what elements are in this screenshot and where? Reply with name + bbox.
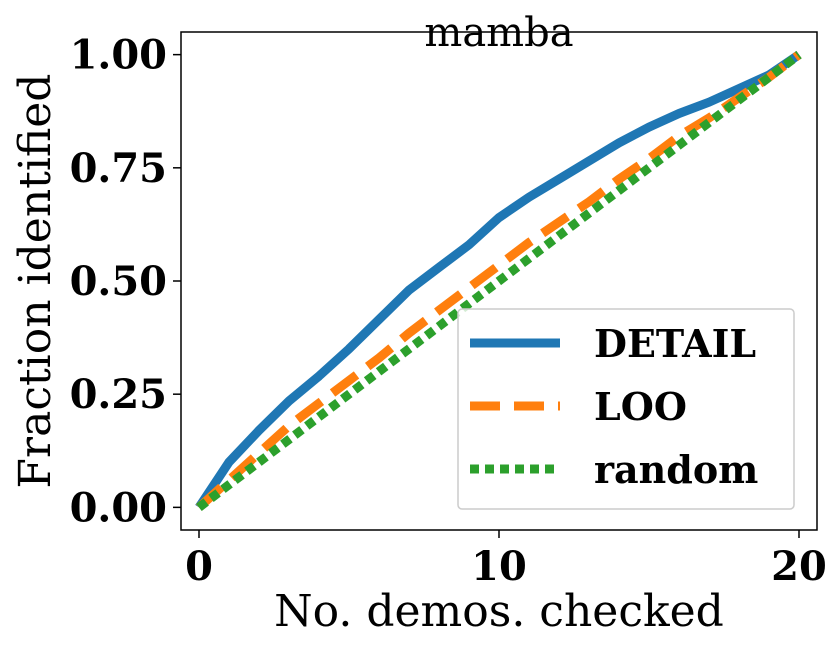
y-axis-label: Fraction identified <box>10 74 61 489</box>
legend-items: DETAIL LOO random <box>470 321 758 492</box>
chart-title: mamba <box>424 10 573 56</box>
legend-label-loo: LOO <box>594 384 687 429</box>
legend-label-detail: DETAIL <box>594 321 756 366</box>
series-line-loo <box>195 51 802 511</box>
x-axis-label: No. demos. checked <box>274 586 724 637</box>
series-layer <box>195 50 802 511</box>
series-line-detail <box>195 50 802 510</box>
y-tick-label: 0.50 <box>70 258 167 305</box>
legend: DETAIL LOO random <box>457 308 795 510</box>
legend-label-random: random <box>594 447 758 492</box>
x-tick-label: 0 <box>185 543 213 590</box>
x-tick-label: 20 <box>771 543 827 590</box>
series-line-random <box>196 51 802 511</box>
legend-box <box>457 308 795 510</box>
y-tick-label: 0.00 <box>70 484 167 531</box>
y-tick-label: 0.25 <box>70 371 167 418</box>
y-tick-label: 1.00 <box>70 32 167 79</box>
x-tick-label: 10 <box>471 543 527 590</box>
ticks-layer: 0 10 20 0.00 0.25 0.50 0.75 1.00 <box>70 32 827 590</box>
y-tick-label: 0.75 <box>70 145 167 192</box>
